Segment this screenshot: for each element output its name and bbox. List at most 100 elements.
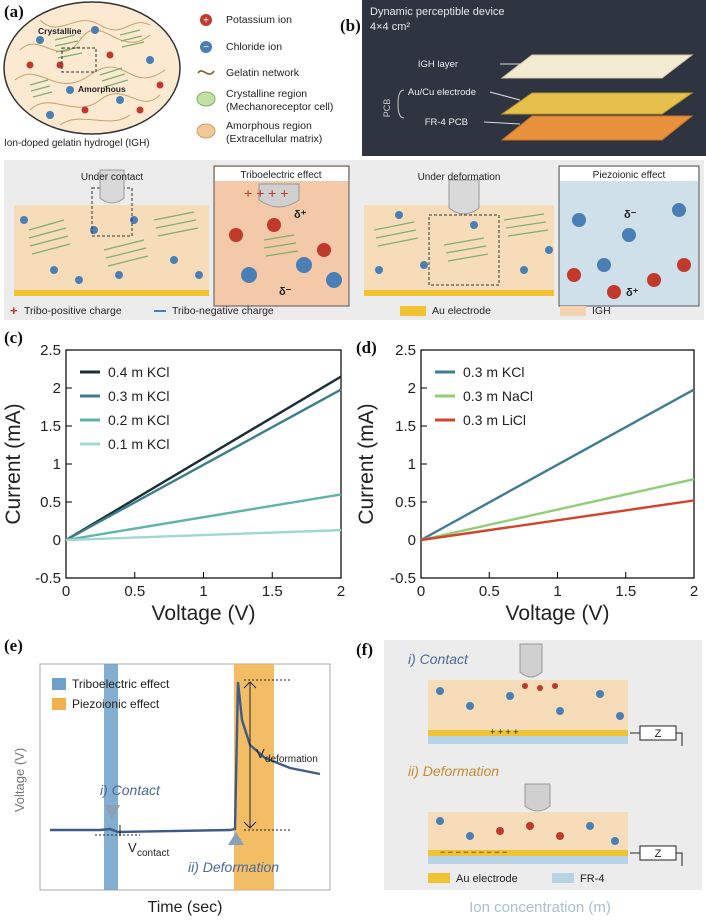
- legend-gelatin: Gelatin network: [226, 67, 299, 79]
- y-axis-label: Current (mA): [2, 403, 25, 524]
- legend-label: 0.3 m KCl: [108, 388, 169, 404]
- layer-igh-text: IGH layer: [418, 59, 458, 70]
- crystalline-text: Crystalline: [38, 26, 82, 36]
- panel-e-label: (e): [4, 636, 23, 655]
- series-line: [420, 478, 695, 542]
- legend-label: 0.4 m KCl: [108, 364, 169, 380]
- f-legend-au: Au electrode: [456, 873, 518, 885]
- f-xlabel: Ion concentration (m): [469, 899, 611, 916]
- legend-potassium: Potassium ion: [226, 14, 292, 26]
- x-tick-label: 2: [337, 583, 345, 600]
- legend-piezo-text: Piezoionic effect: [72, 697, 160, 711]
- series-line: [65, 375, 342, 542]
- f-gel-bottom: [428, 812, 628, 850]
- y-tick-label: 0: [53, 532, 61, 549]
- igh-layer-shape: [500, 54, 694, 79]
- legend-au: Au electrode: [432, 305, 491, 317]
- panel-d-label: (d): [356, 338, 377, 357]
- y-tick-label: 1.5: [40, 418, 61, 435]
- x-tick-label: 2: [690, 583, 698, 600]
- crystalline-stripes: [29, 29, 145, 98]
- svg-text:δ⁻: δ⁻: [624, 209, 637, 221]
- contact-title: Under contact: [81, 172, 143, 183]
- series-line: [65, 528, 342, 542]
- x-tick-label: 1.5: [615, 583, 636, 600]
- y-tick-label: 1: [408, 456, 416, 473]
- f-gel-top: [428, 680, 628, 730]
- v-deform-sub: deformation: [265, 754, 318, 765]
- legend-tribo-neg: Tribo-negative charge: [172, 305, 274, 317]
- svg-text:δ⁻: δ⁻: [279, 286, 292, 298]
- f-au-swatch: [428, 873, 450, 883]
- svg-text:δ⁺: δ⁺: [626, 287, 639, 299]
- panel-c-label: (c): [4, 328, 23, 347]
- tribo-title: Triboelectric effect: [240, 170, 321, 181]
- y-tick-label: 2.5: [395, 342, 416, 359]
- zoom-box: [61, 47, 97, 73]
- y-tick-label: -0.5: [390, 570, 416, 587]
- x-tick-label: 1.5: [262, 583, 283, 600]
- amorphous-icon: [196, 123, 216, 139]
- legend-label: 0.3 m LiCl: [463, 412, 526, 428]
- svg-text:−: −: [203, 42, 209, 53]
- e-ylabel: Voltage (V): [12, 748, 27, 812]
- x-tick-label: 0: [62, 583, 70, 600]
- potassium-icon: [200, 14, 212, 26]
- crystalline-icon: [196, 91, 216, 107]
- legend-amorphous-sub: (Extracellular matrix): [226, 133, 323, 145]
- f-fr4-swatch: [552, 873, 574, 883]
- pcb-layer-shape: [500, 115, 694, 141]
- tribo-band: [104, 664, 118, 890]
- legend-igh: IGH: [592, 305, 611, 317]
- y-tick-label: 1: [53, 456, 61, 473]
- legend-crystalline: Crystalline region: [226, 88, 308, 100]
- legend-tribo-text: Triboelectric effect: [72, 677, 170, 691]
- deform-title: Under deformation: [418, 172, 501, 183]
- series-line: [65, 493, 342, 542]
- v-deform-main: V: [256, 746, 265, 761]
- finger-icon: [99, 169, 125, 204]
- tribo-pos-icon: +: [10, 303, 18, 318]
- legend-label: 0.1 m KCl: [108, 436, 169, 452]
- f-legend-fr4: FR-4: [580, 873, 604, 885]
- pcb-bracket-text: PCB: [382, 99, 392, 118]
- panel-b-label: (b): [340, 16, 361, 35]
- e-deform-label: ii) Deformation: [188, 859, 279, 875]
- svg-text:− − − − − − − −: − − − − − − − − −: [440, 847, 507, 857]
- svg-text:+: +: [203, 16, 209, 27]
- igh-caption: Ion-doped gelatin hydrogel (IGH): [4, 138, 150, 149]
- e-contact-label: i) Contact: [100, 782, 161, 798]
- svg-text:Z: Z: [655, 728, 662, 740]
- piezo-title: Piezoionic effect: [593, 170, 666, 181]
- e-frame: [39, 663, 331, 891]
- f-contact-label: i) Contact: [408, 651, 469, 667]
- x-axis-label: Voltage (V): [506, 602, 610, 625]
- deform-gel: [364, 205, 554, 290]
- tribo-neg-icon: [154, 310, 166, 312]
- legend-label: 0.2 m KCl: [108, 412, 169, 428]
- legend-label: 0.3 m KCl: [463, 364, 524, 380]
- gelatin-icon: [197, 70, 215, 75]
- series-line: [420, 388, 695, 542]
- svg-text:δ⁺: δ⁺: [294, 209, 307, 221]
- gelatin-network: [14, 19, 166, 126]
- legend-amorphous: Amorphous region: [226, 120, 312, 132]
- legend-tribo-pos: Tribo-positive charge: [24, 305, 122, 317]
- svg-text:+ + + +: + + + +: [490, 727, 519, 737]
- y-tick-label: 0.5: [40, 494, 61, 511]
- au-legend-icon: [400, 306, 426, 316]
- x-tick-label: 0.5: [124, 583, 145, 600]
- voltage-trace: [50, 681, 321, 834]
- y-tick-label: 2: [53, 380, 61, 397]
- x-tick-label: 1: [199, 583, 207, 600]
- e-xlabel: Time (sec): [148, 899, 223, 916]
- panel-f-figure: i) Contact + + + + Z ii) Deformation − −…: [384, 640, 702, 916]
- x-tick-label: 1: [553, 583, 561, 600]
- legend-chloride: Chloride ion: [226, 41, 283, 53]
- igh-legend-icon: [560, 306, 586, 316]
- layer-electrode-text: Au/Cu electrode: [408, 87, 476, 98]
- panel-e-figure: Triboelectric effect Piezoionic effect i…: [12, 663, 331, 916]
- series-line: [65, 388, 342, 542]
